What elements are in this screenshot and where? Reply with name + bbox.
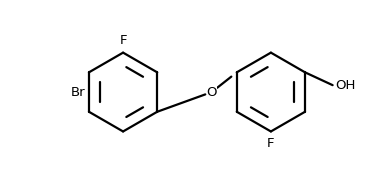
Text: Br: Br (71, 86, 85, 99)
Text: OH: OH (336, 79, 356, 92)
Text: F: F (267, 137, 275, 150)
Text: F: F (119, 34, 127, 47)
Text: O: O (207, 86, 217, 99)
